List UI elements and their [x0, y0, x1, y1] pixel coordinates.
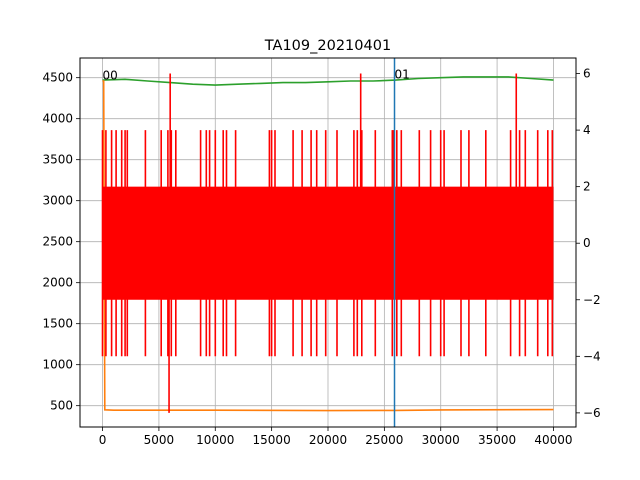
y2-tick-label: −2 [583, 293, 601, 307]
y-tick-label: 2000 [42, 276, 73, 290]
x-tick-label: 0 [99, 433, 107, 447]
y2-tick-label: 4 [583, 123, 591, 137]
y2-tick-label: 6 [583, 67, 591, 81]
x-tick-label: 15000 [253, 433, 291, 447]
x-tick-label: 35000 [478, 433, 516, 447]
signal-band [102, 186, 554, 300]
series-red-signal [101, 73, 554, 413]
y-tick-label: 1000 [42, 358, 73, 372]
y2-tick-label: −6 [583, 406, 601, 420]
y2-tick-label: 0 [583, 236, 591, 250]
y-tick-label: 2500 [42, 235, 73, 249]
x-tick-label: 40000 [534, 433, 572, 447]
y2-tick-label: −4 [583, 349, 601, 363]
x-tick-label: 20000 [309, 433, 347, 447]
signal-spikes [101, 130, 554, 357]
x-tick-label: 10000 [196, 433, 234, 447]
annotation-label: 01 [395, 68, 410, 82]
annotations: 00 01 [103, 68, 410, 83]
plot-area [101, 58, 554, 427]
y2-tick-label: 2 [583, 180, 591, 194]
y-tick-label: 4000 [42, 112, 73, 126]
series-line-0 [102, 76, 554, 86]
annotation-label: 00 [103, 68, 118, 82]
chart-title: TA109_20210401 [264, 38, 391, 54]
y-tick-label: 3500 [42, 153, 73, 167]
y-axis-right: −6 −4 −2 0 2 4 6 [576, 67, 601, 420]
y-axis-left: 500 1000 1500 2000 2500 3000 3500 4000 4500 [42, 71, 80, 413]
y-tick-label: 3000 [42, 194, 73, 208]
x-tick-label: 25000 [365, 433, 403, 447]
x-tick-label: 30000 [422, 433, 460, 447]
y-tick-label: 500 [50, 399, 73, 413]
y-tick-label: 1500 [42, 317, 73, 331]
y-tick-label: 4500 [42, 71, 73, 85]
x-axis: 0 5000 10000 15000 20000 25000 30000 35000 40000 [99, 427, 573, 447]
x-tick-label: 5000 [144, 433, 175, 447]
